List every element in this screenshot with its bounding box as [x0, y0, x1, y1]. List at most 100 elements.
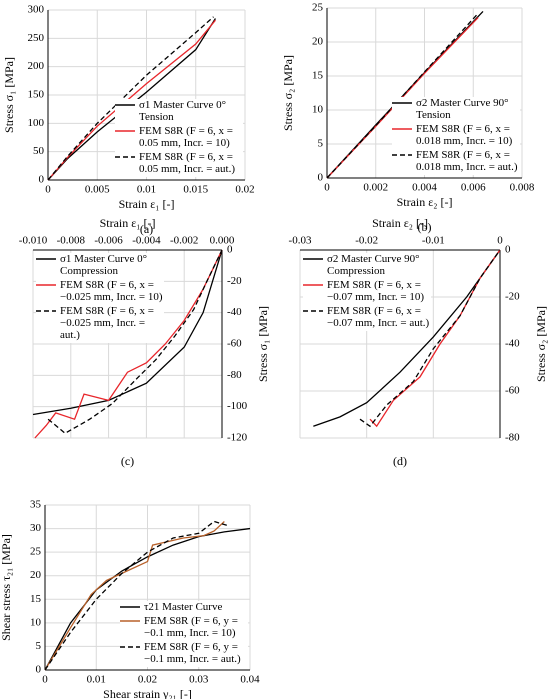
- legend-label: FEM S8R (F = 6, x = −0.07 mm, Incr. = au…: [327, 305, 430, 329]
- legend-swatch: [115, 156, 135, 158]
- series-line: [32, 249, 223, 416]
- x-tick-label: 0.000: [210, 235, 235, 247]
- x-axis-title: Strain ε₁ [-]: [100, 216, 156, 230]
- legend-entry: FEM S8R (F = 6, x = −0.025 mm, Incr. = 1…: [36, 279, 164, 303]
- panel-label: (d): [393, 454, 407, 468]
- series-line: [47, 16, 214, 181]
- y-tick-label: 200: [28, 60, 45, 72]
- legend-entry: FEM S8R (F = 6, y = −0.1 mm, Incr. = aut…: [120, 641, 248, 665]
- y-axis-title: Stress σ₂ [MPa]: [534, 306, 548, 382]
- y-tick-label: 0: [39, 174, 45, 186]
- y-tick-label: 250: [28, 32, 45, 44]
- legend-swatch: [303, 284, 323, 286]
- x-tick-label: 0.03: [189, 674, 209, 686]
- y-tick-label: 300: [28, 4, 45, 16]
- y-tick-label: 10: [312, 104, 324, 116]
- y-tick-label: 50: [33, 145, 45, 157]
- x-tick-label: 0: [324, 182, 330, 194]
- y-tick-label: 5: [318, 138, 324, 150]
- legend-swatch: [36, 310, 56, 312]
- legend-label: σ1 Master Curve 0° Compression: [60, 253, 148, 277]
- x-tick-label: -0.03: [289, 235, 312, 247]
- y-tick-label: 10: [30, 616, 42, 628]
- x-tick-label: 0.004: [412, 182, 437, 194]
- legend-label: FEM S8R (F = 6, x = 0.018 mm, Incr. = 10…: [416, 123, 513, 147]
- legend-entry: σ2 Master Curve 90° Tension: [392, 97, 520, 121]
- legend-entry: FEM S8R (F = 6, x = 0.05 mm, Incr. = 10): [115, 125, 243, 149]
- y-tick-label: 30: [30, 522, 42, 534]
- y-axis-title: Stress σ₁ [MPa]: [2, 57, 16, 133]
- y-tick-label: 20: [30, 569, 42, 581]
- x-tick-label: 0.01: [137, 184, 156, 196]
- x-tick-label: 0.02: [138, 674, 157, 686]
- x-axis-title: Strain ε₁ [-]: [119, 197, 175, 211]
- legend-entry: FEM S8R (F = 6, x = −0.025 mm, Incr. = a…: [36, 305, 164, 341]
- legend-swatch: [392, 128, 412, 130]
- series-line: [313, 249, 501, 427]
- y-tick-label: 5: [36, 640, 42, 652]
- x-tick-label: -0.010: [19, 235, 48, 247]
- y-tick-label: -20: [505, 291, 520, 303]
- y-tick-label: -80: [227, 369, 242, 381]
- legend-label: FEM S8R (F = 6, y = −0.1 mm, Incr. = aut…: [144, 641, 241, 665]
- legend-entry: FEM S8R (F = 6, x = −0.07 mm, Incr. = 10…: [303, 279, 431, 303]
- x-axis-title: Strain ε₂ [-]: [397, 195, 453, 209]
- x-axis-title: Strain ε₂ [-]: [372, 216, 428, 230]
- series-line: [34, 249, 223, 439]
- y-axis-title: Shear stress τ₂₁ [MPa]: [0, 534, 13, 641]
- y-tick-label: 25: [312, 2, 324, 14]
- y-tick-label: -60: [505, 385, 520, 397]
- y-tick-label: 15: [312, 70, 324, 82]
- legend-entry: FEM S8R (F = 6, x = 0.018 mm, Incr. = au…: [392, 149, 520, 173]
- x-tick-label: -0.002: [170, 235, 198, 247]
- x-tick-label: 0: [497, 235, 503, 247]
- legend-entry: σ1 Master Curve 0° Compression: [36, 253, 164, 277]
- y-axis-title: Stress σ₁ [MPa]: [256, 306, 270, 382]
- y-tick-label: 100: [28, 117, 45, 129]
- legend-swatch: [392, 102, 412, 104]
- y-tick-label: 0: [505, 244, 511, 256]
- legend-swatch: [392, 154, 412, 156]
- legend-entry: σ2 Master Curve 90° Compression: [303, 253, 431, 277]
- legend-entry: τ21 Master Curve: [120, 601, 248, 613]
- legend-swatch: [120, 646, 140, 648]
- x-tick-label: 0.005: [85, 184, 110, 196]
- x-tick-label: 0.01: [87, 674, 106, 686]
- y-tick-label: -120: [227, 432, 248, 444]
- x-tick-label: -0.004: [132, 235, 161, 247]
- x-tick-label: -0.008: [57, 235, 86, 247]
- panel-label: (a): [140, 222, 153, 236]
- legend: σ1 Master Curve 0° Compression FEM S8R (F…: [36, 253, 164, 343]
- legend-entry: FEM S8R (F = 6, x = −0.07 mm, Incr. = au…: [303, 305, 431, 329]
- series-line: [359, 249, 501, 428]
- series-line: [44, 521, 225, 671]
- legend-swatch: [115, 104, 135, 106]
- legend-swatch: [115, 130, 135, 132]
- legend-swatch: [120, 620, 140, 622]
- x-tick-label: 0.006: [461, 182, 486, 194]
- series-line: [369, 249, 501, 428]
- legend-label: FEM S8R (F = 6, y = −0.1 mm, Incr. = 10): [144, 615, 239, 639]
- y-tick-label: 20: [312, 36, 324, 48]
- y-tick-label: -40: [227, 306, 242, 318]
- y-tick-label: -100: [227, 400, 248, 412]
- legend: σ1 Master Curve 0° Tension FEM S8R (F = 6…: [115, 99, 243, 177]
- x-tick-label: 0.002: [363, 182, 388, 194]
- series-line: [47, 249, 223, 435]
- legend-swatch: [303, 310, 323, 312]
- y-axis-title: Stress σ₂ [MPa]: [281, 55, 295, 131]
- legend-label: FEM S8R (F = 6, x = 0.05 mm, Incr. = aut…: [139, 151, 236, 175]
- x-tick-label: 0.04: [240, 674, 260, 686]
- y-tick-label: 150: [28, 89, 45, 101]
- series-line: [44, 527, 251, 671]
- legend-swatch: [36, 284, 56, 286]
- legend-label: FEM S8R (F = 6, x = 0.018 mm, Incr. = au…: [416, 149, 518, 173]
- x-tick-label: -0.01: [422, 235, 445, 247]
- legend-label: FEM S8R (F = 6, x = −0.025 mm, Incr. = a…: [60, 305, 155, 341]
- y-tick-label: -60: [227, 338, 242, 350]
- x-tick-label: -0.006: [94, 235, 123, 247]
- legend-label: σ2 Master Curve 90° Compression: [327, 253, 420, 277]
- y-tick-label: -20: [227, 275, 242, 287]
- x-axis-title: Shear strain γ₂₁ [-]: [103, 687, 192, 699]
